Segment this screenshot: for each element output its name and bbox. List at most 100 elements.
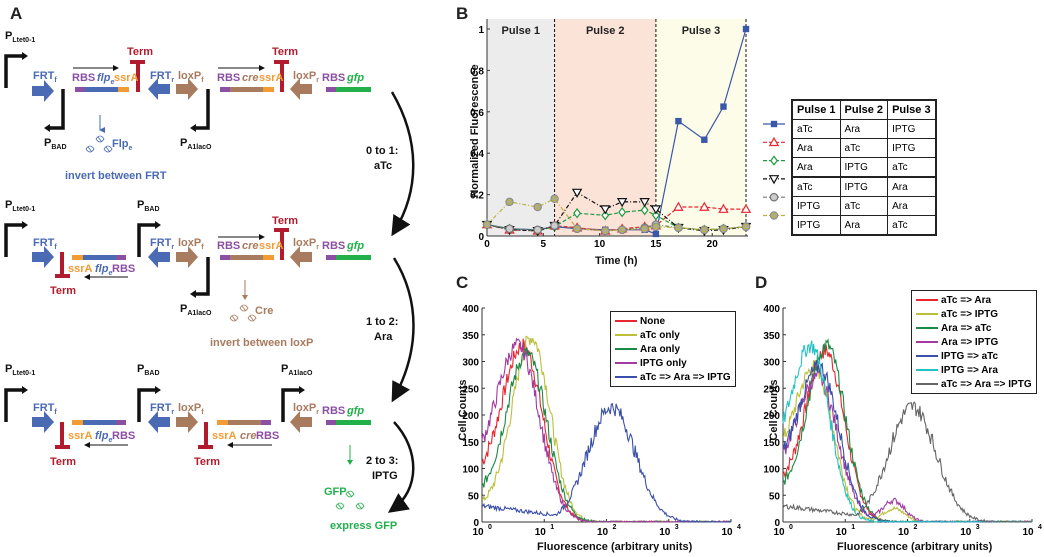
x-tick-exponent: 3 bbox=[675, 524, 679, 531]
series-5 bbox=[482, 194, 751, 236]
transition-1-inducer: aTc bbox=[374, 160, 393, 172]
term-label: Term bbox=[272, 46, 299, 58]
data-point-inner bbox=[642, 226, 647, 232]
term-label: Term bbox=[272, 215, 299, 227]
y-tick-label: 300 bbox=[763, 358, 780, 369]
transition-arrow-2 bbox=[391, 257, 415, 403]
chart-d-xlabel: Fluorescence (arbitrary units) bbox=[837, 541, 993, 553]
data-point bbox=[701, 136, 708, 143]
row-2-construct bbox=[4, 221, 371, 300]
gfp-action-label: express GFP bbox=[330, 520, 398, 532]
frt-r-label: FRTr bbox=[150, 402, 175, 416]
y-tick-label: 50 bbox=[468, 491, 480, 502]
transition-arrow-1 bbox=[390, 91, 415, 237]
transition-3-inducer: IPTG bbox=[372, 470, 398, 482]
panel-a-label: A bbox=[10, 4, 23, 23]
legend-cell: IPTG bbox=[887, 138, 937, 158]
data-point bbox=[675, 117, 682, 125]
flpe-action-label: invert between FRT bbox=[65, 170, 167, 182]
row-3-construct bbox=[4, 386, 371, 465]
data-point bbox=[768, 136, 780, 147]
data-point-inner bbox=[676, 225, 681, 231]
pulse-label: Pulse 1 bbox=[502, 25, 541, 37]
flpe-protein-label: Flpe bbox=[112, 138, 133, 152]
panel-b-label: B bbox=[456, 4, 469, 23]
y-tick-label: 250 bbox=[462, 384, 479, 395]
data-point-inner bbox=[507, 199, 512, 205]
x-tick-exponent: 0 bbox=[789, 524, 793, 531]
legend-row: aTc Ara IPTG bbox=[791, 119, 937, 139]
x-tick-label: 10 bbox=[597, 527, 609, 538]
cre-label: cre bbox=[240, 430, 257, 442]
rbs-label: RBS bbox=[256, 430, 280, 442]
frt-f-arrow bbox=[32, 80, 54, 102]
legend-entry: aTc => Ara bbox=[916, 293, 1032, 307]
data-point-inner bbox=[653, 224, 659, 229]
rbs-label: RBS bbox=[322, 240, 346, 252]
x-tick-exponent: 1 bbox=[851, 524, 855, 531]
loxp-r-label: loxPr bbox=[293, 402, 319, 416]
x-tick-label: 10 bbox=[594, 239, 606, 250]
data-point bbox=[740, 203, 752, 213]
x-tick-label: 10 bbox=[773, 527, 785, 538]
legend-entry: Ara only bbox=[615, 342, 731, 356]
terminator bbox=[130, 60, 145, 92]
rbs-label: RBS bbox=[112, 430, 136, 442]
data-point bbox=[505, 224, 514, 234]
flpe-label: flpe bbox=[97, 72, 115, 86]
y-tick-label: 0 bbox=[774, 518, 780, 529]
cre-action-label: invert between loxP bbox=[210, 337, 314, 349]
rbs-label: RBS bbox=[112, 263, 136, 275]
data-point-inner bbox=[602, 228, 608, 234]
y-tick-label: 0 bbox=[473, 518, 479, 529]
gfp-label: gfp bbox=[347, 240, 365, 252]
x-tick-label: 20 bbox=[707, 239, 719, 250]
x-tick-exponent: 3 bbox=[976, 524, 980, 531]
cre-label: cre bbox=[242, 240, 259, 252]
promoter-a1-arrow bbox=[196, 89, 210, 130]
panel-c-label: C bbox=[456, 273, 469, 292]
x-tick-label: 10 bbox=[472, 527, 484, 538]
data-point bbox=[652, 230, 660, 238]
x-tick-label: 10 bbox=[659, 527, 671, 538]
legend-entry: aTc => Ara => IPTG bbox=[916, 377, 1032, 391]
rbs-label: RBS bbox=[217, 240, 241, 252]
rbs-label: RBS bbox=[72, 72, 96, 84]
x-tick-label: 10 bbox=[960, 527, 972, 538]
y-tick-label: 200 bbox=[462, 411, 479, 422]
pulse-label: Pulse 2 bbox=[586, 25, 625, 37]
y-tick-label: 350 bbox=[462, 331, 479, 342]
legend-entry: aTc => Ara => IPTG bbox=[615, 370, 731, 384]
chart-b-legend-table: Pulse 1 Pulse 2 Pulse 3 aTc Ara IPTG Ara aT… bbox=[791, 99, 937, 236]
legend-entry: None bbox=[615, 314, 731, 328]
x-tick-exponent: 4 bbox=[737, 524, 741, 531]
y-tick-label: 400 bbox=[462, 304, 479, 315]
frt-r-arrow bbox=[148, 78, 170, 100]
promoter-a1-label: PA1lacO bbox=[281, 363, 313, 377]
data-point bbox=[770, 155, 778, 166]
chart-c-xlabel: Fluorescence (arbitrary units) bbox=[537, 541, 693, 553]
transition-2-step: 1 to 2: bbox=[366, 316, 399, 328]
ssra-label: ssrA bbox=[259, 72, 284, 84]
data-point bbox=[618, 207, 627, 218]
flpe-label: flpe bbox=[95, 430, 113, 444]
chart-d-legend: aTc => Ara aTc => IPTG Ara => aTc Ara =>… bbox=[911, 290, 1037, 394]
x-tick-label: 10 bbox=[898, 527, 910, 538]
data-point-inner bbox=[552, 196, 557, 202]
y-tick-label: 250 bbox=[763, 384, 780, 395]
frt-r-label: FRTr bbox=[150, 70, 175, 84]
data-point bbox=[616, 198, 628, 208]
data-point bbox=[571, 188, 583, 198]
loxp-r-label: loxPr bbox=[293, 237, 319, 251]
legend-header-row: Pulse 1 Pulse 2 Pulse 3 bbox=[791, 99, 937, 120]
y-tick-label: 0 bbox=[478, 232, 484, 243]
legend-entry: Ara => aTc bbox=[916, 321, 1032, 335]
data-point bbox=[640, 204, 649, 216]
legend-entry: aTc => IPTG bbox=[916, 307, 1032, 321]
pulse-region bbox=[487, 19, 555, 236]
data-point bbox=[769, 192, 779, 202]
legend-header: Pulse 1 bbox=[791, 99, 841, 120]
x-tick-exponent: 0 bbox=[488, 524, 492, 531]
y-tick-label: 300 bbox=[462, 358, 479, 369]
legend-entry: Ara => IPTG bbox=[916, 335, 1032, 349]
